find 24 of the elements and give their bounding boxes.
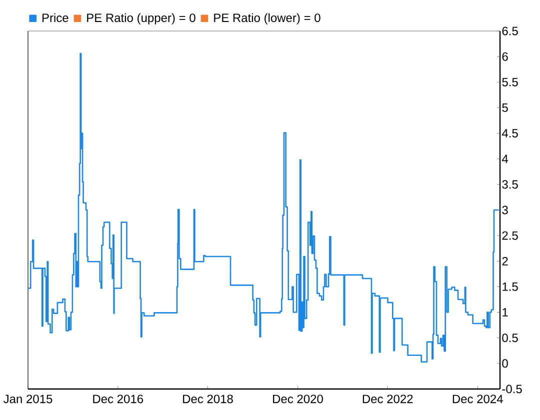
y-tick-label: -0.5 [502,384,522,394]
y-tick-label: 3 [502,206,508,214]
legend-label: PE Ratio (lower) = 0 [214,13,320,24]
y-tick-label: 2.5 [502,231,518,240]
y-tick-label: 0 [502,359,508,368]
y-tick-label: 6.5 [502,26,518,36]
legend-label: PE Ratio (upper) = 0 [87,13,196,24]
y-tick-label: 0.5 [502,334,518,342]
y-tick-label: 1 [502,308,508,316]
x-tick-label: Dec 2024 [452,394,503,404]
x-tick-label: Dec 2018 [183,394,233,404]
legend-label: Price [42,13,68,22]
x-tick-label: Dec 2020 [273,394,323,404]
y-tick-label: 4 [502,154,508,163]
y-tick-label: 5.5 [502,78,518,86]
x-tick-label: Dec 2022 [362,394,413,404]
y-tick-label: 3.5 [502,180,518,189]
y-tick-label: 5 [502,104,508,112]
y-tick-label: 1.5 [502,282,518,291]
y-tick-label: 4.5 [502,129,518,138]
y-tick-label: 6 [502,52,508,61]
y-tick-label: 2 [502,256,508,266]
x-tick-label: Dec 2016 [93,394,144,404]
x-tick-label: Jan 2015 [4,394,52,404]
